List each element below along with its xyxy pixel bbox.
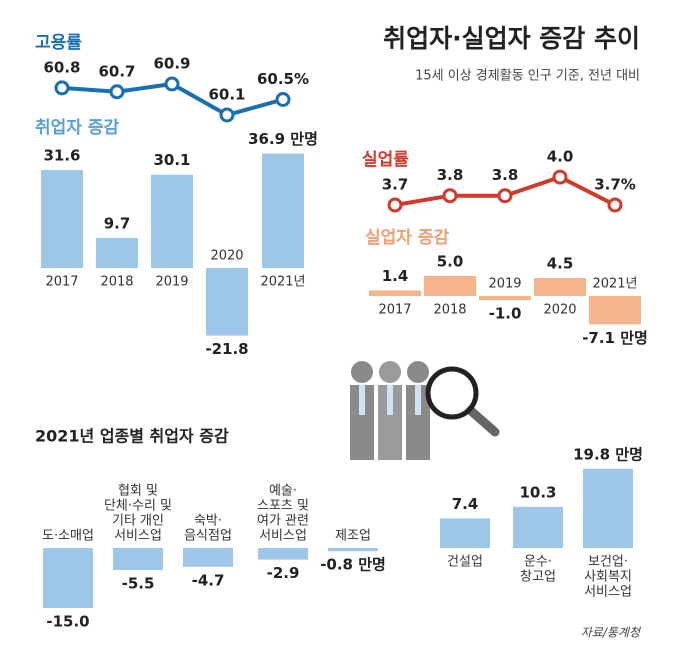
category-label: 스포츠 및	[257, 499, 309, 514]
source: 자료/통계청	[581, 626, 642, 640]
category-label: 운수·	[524, 555, 552, 570]
value-label: -15.0	[46, 613, 89, 631]
value-label: 36.9 만명	[248, 130, 318, 148]
category-label: 도·소매업	[42, 529, 94, 544]
value-label: -7.1 만명	[582, 329, 648, 347]
value-label: 60.5%	[257, 70, 309, 88]
point	[387, 197, 403, 213]
value-label: 31.6	[43, 147, 80, 165]
value-label: -2.9	[267, 564, 300, 582]
bar	[534, 278, 586, 296]
value-label: 3.7	[382, 176, 409, 194]
category-label: 2019	[488, 277, 521, 292]
value-label: -21.8	[205, 340, 248, 358]
value-label: 1.4	[382, 267, 409, 285]
chart-title: 취업자 증감	[35, 117, 119, 138]
value-label: 10.3	[519, 483, 556, 501]
category-label: 서비스업	[259, 529, 307, 544]
value-label: -1.0	[489, 305, 522, 323]
value-label: 60.7	[98, 62, 135, 80]
value-label: 19.8 만명	[573, 445, 643, 463]
value-label: 5.0	[437, 253, 464, 271]
category-label: 보건업·	[588, 555, 628, 570]
category-label: 2021년	[260, 275, 305, 290]
bar	[589, 296, 641, 325]
category-label: 건설업	[447, 555, 483, 570]
value-label: 3.8	[437, 166, 464, 184]
point	[219, 107, 235, 123]
value-label: 4.0	[547, 148, 574, 166]
category-label: 단체·수리 및	[104, 499, 172, 514]
bar	[262, 153, 304, 268]
point	[607, 197, 623, 213]
value-label: 60.9	[153, 55, 190, 73]
chart-title: 2021년 업종별 취업자 증감	[35, 427, 229, 446]
bar	[424, 276, 476, 296]
category-label: 2017	[378, 303, 411, 318]
bar	[41, 170, 83, 268]
category-label: 기타 개인	[112, 514, 164, 529]
point	[497, 188, 513, 204]
value-label: 3.7%	[594, 176, 636, 194]
value-label: -4.7	[192, 571, 225, 589]
bar	[440, 518, 490, 548]
category-label: 서비스업	[584, 585, 632, 600]
bar	[369, 290, 421, 296]
category-label: 협회 및	[118, 484, 158, 499]
category-label: 2020	[543, 303, 576, 318]
bar	[479, 296, 531, 300]
category-label: 2021년	[592, 277, 637, 292]
bar	[328, 548, 378, 552]
bar	[513, 506, 563, 548]
point	[552, 169, 568, 185]
category-label: 숙박·	[194, 514, 222, 529]
point	[54, 80, 70, 96]
value-label: -0.8 만명	[320, 556, 386, 574]
value-label: 9.7	[104, 214, 131, 232]
bar	[96, 237, 138, 268]
bar	[43, 548, 93, 608]
chart-title: 실업자 증감	[365, 228, 449, 248]
bar	[258, 548, 308, 560]
value-label: -5.5	[122, 575, 155, 593]
value-label: 30.1	[153, 151, 190, 169]
category-label: 2018	[100, 275, 133, 290]
chart-title: 실업률	[362, 150, 409, 170]
value-label: 4.5	[547, 255, 574, 273]
category-label: 음식점업	[184, 529, 232, 544]
point	[164, 76, 180, 92]
bar	[183, 548, 233, 567]
point	[109, 84, 125, 100]
category-label: 창고업	[520, 570, 556, 585]
bar	[151, 174, 193, 268]
bar	[113, 548, 163, 570]
category-label: 사회복지	[584, 570, 632, 585]
value-label: 60.8	[43, 58, 80, 76]
title: 취업자·실업자 증감 추이	[383, 24, 640, 53]
chart-title: 고용률	[35, 33, 82, 53]
category-label: 예술·	[269, 484, 297, 499]
bar	[583, 468, 633, 548]
subtitle: 15세 이상 경제활동 인구 기준, 전년 대비	[415, 69, 640, 84]
value-label: 3.8	[492, 166, 519, 184]
category-label: 서비스업	[114, 529, 162, 544]
bar	[206, 268, 248, 336]
value-label: 7.4	[452, 495, 479, 513]
category-label: 2017	[45, 275, 78, 290]
category-label: 2019	[155, 275, 188, 290]
people-icon	[350, 361, 500, 460]
category-label: 여가 관련	[257, 514, 309, 529]
category-label: 2020	[210, 249, 243, 264]
category-label: 2018	[433, 303, 466, 318]
category-label: 제조업	[335, 529, 371, 544]
point	[442, 188, 458, 204]
point	[275, 92, 291, 107]
value-label: 60.1	[208, 86, 245, 104]
